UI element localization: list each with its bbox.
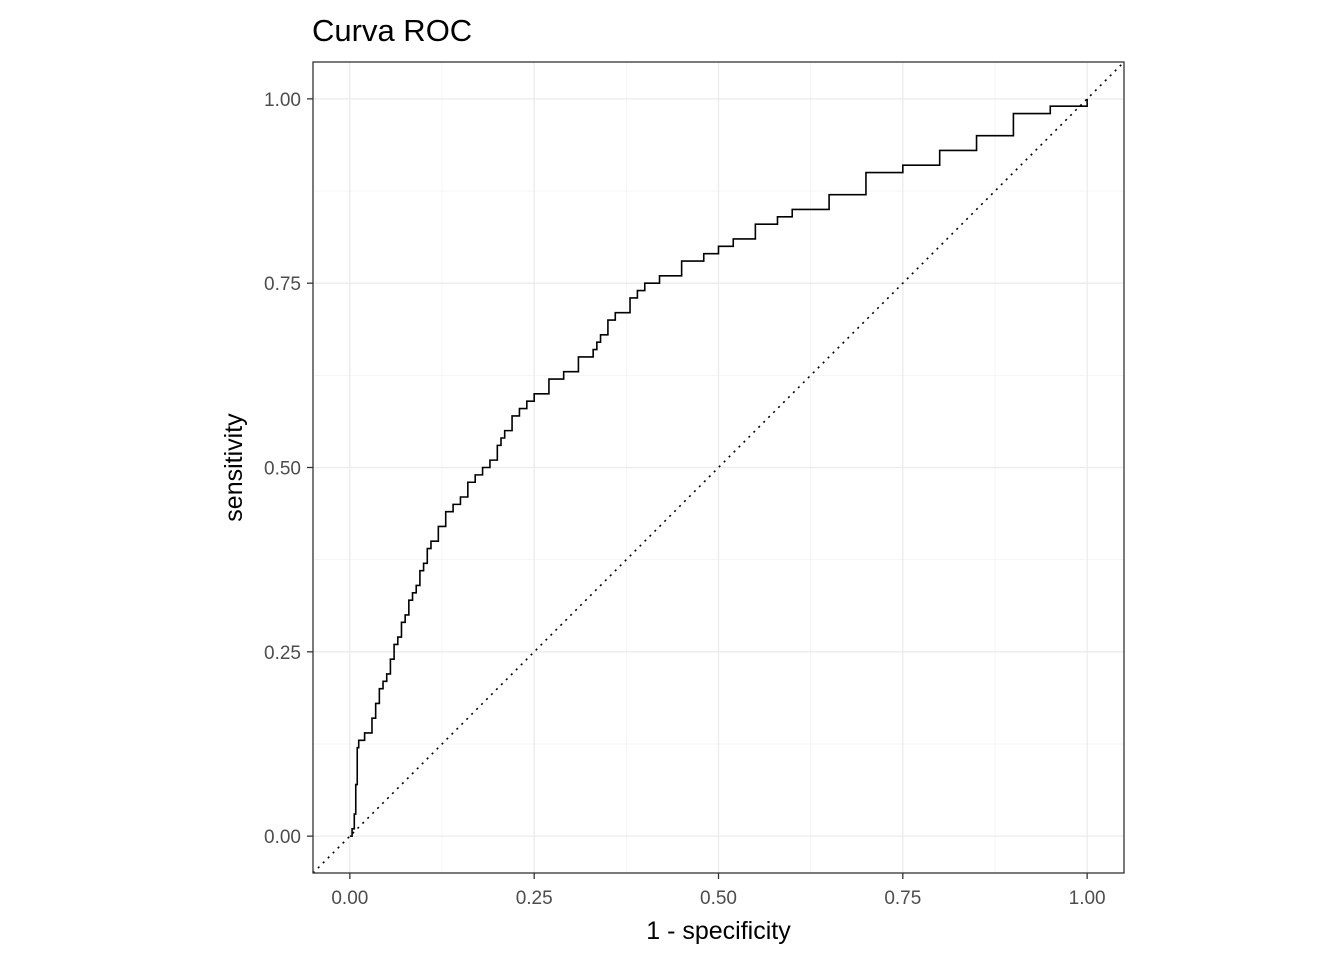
x-tick-label-3: 0.75 — [884, 888, 921, 909]
roc-curve-line — [349, 98, 1088, 837]
major-gridlines — [313, 62, 1124, 873]
y-axis: 0.00 0.25 0.50 0.75 1.00 — [264, 90, 313, 848]
y-axis-title: sensitivity — [220, 413, 248, 522]
chart-title: Curva ROC — [312, 13, 472, 48]
x-tick-label-0: 0.00 — [331, 888, 368, 909]
y-tick-label-0: 0.00 — [264, 827, 301, 848]
y-tick-label-2: 0.50 — [264, 459, 301, 480]
plot-panel — [312, 61, 1125, 874]
x-axis-title: 1 - specificity — [646, 917, 791, 945]
x-tick-label-1: 0.25 — [516, 888, 553, 909]
y-tick-label-4: 1.00 — [264, 90, 301, 111]
x-tick-label-2: 0.50 — [700, 888, 737, 909]
x-tick-label-4: 1.00 — [1069, 888, 1106, 909]
x-axis: 0.00 0.25 0.50 0.75 1.00 — [331, 873, 1106, 909]
y-tick-label-1: 0.25 — [264, 643, 301, 664]
y-tick-label-3: 0.75 — [264, 274, 301, 295]
